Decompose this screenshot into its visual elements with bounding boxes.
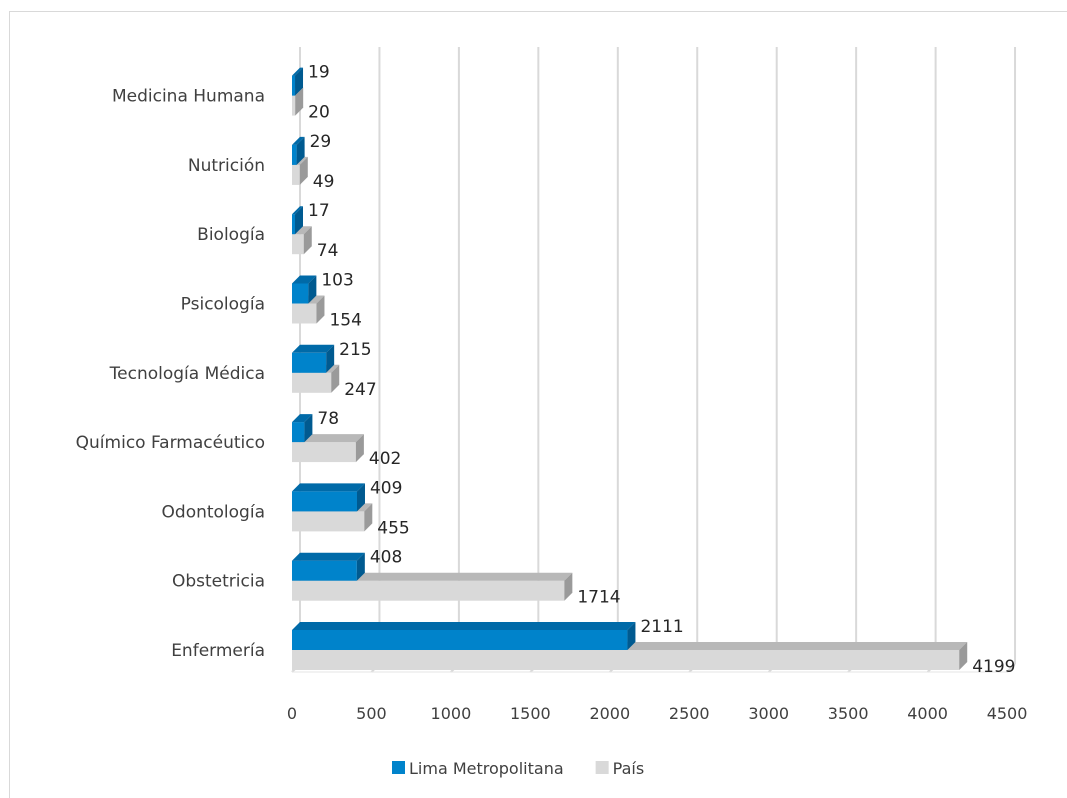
x-tick-label: 2500 xyxy=(669,704,710,723)
category-label: Químico Farmacéutico xyxy=(76,433,265,453)
bar-side xyxy=(627,622,636,650)
data-label: 74 xyxy=(317,241,339,261)
x-tick-label: 4000 xyxy=(907,704,948,723)
bar-front xyxy=(292,630,628,650)
bar-front xyxy=(292,214,295,235)
data-label: 78 xyxy=(317,409,339,429)
category-label: Tecnología Médica xyxy=(109,364,265,384)
data-label: 215 xyxy=(339,340,371,360)
x-tick-label: 0 xyxy=(287,704,297,723)
bar-front xyxy=(292,164,300,185)
bar-side xyxy=(959,642,968,670)
data-label: 154 xyxy=(329,311,361,331)
bar-front xyxy=(292,303,317,324)
data-label: 247 xyxy=(344,380,376,400)
bar-side xyxy=(364,503,373,532)
bar-side xyxy=(326,344,335,373)
bar-front xyxy=(292,95,296,116)
bar-side xyxy=(356,483,365,512)
bar-front xyxy=(292,75,296,96)
bar-front xyxy=(292,511,365,532)
data-label: 19 xyxy=(308,63,330,83)
bar-top xyxy=(292,414,313,423)
category-label: Medicina Humana xyxy=(112,87,265,107)
bar-side xyxy=(296,136,305,165)
bar-front xyxy=(292,580,565,601)
bar-side xyxy=(331,364,340,393)
data-label: 1714 xyxy=(577,588,620,608)
data-label: 103 xyxy=(321,271,353,291)
bar-top xyxy=(292,483,365,492)
category-label: Nutrición xyxy=(188,156,265,176)
bar-front xyxy=(292,491,357,512)
category-label: Enfermería xyxy=(171,641,265,661)
category-axis: Enfermería Obstetricia Odontología Químico … xyxy=(76,87,265,661)
category-label: Obstetricia xyxy=(172,572,265,592)
bar-side xyxy=(295,67,304,96)
category-label: Odontología xyxy=(162,502,265,522)
bar-side xyxy=(316,295,325,324)
data-label: 408 xyxy=(370,548,402,568)
bar-front xyxy=(292,144,297,165)
bar-side xyxy=(295,87,304,116)
x-tick-label: 3500 xyxy=(828,704,869,723)
bar-top xyxy=(292,67,304,76)
value-axis: 0 500 1000 1500 2000 2500 3000 3500 4000 4500 xyxy=(287,704,1028,723)
bar-side xyxy=(303,226,312,255)
data-label: 49 xyxy=(313,172,335,192)
bar-side xyxy=(356,552,365,581)
x-tick-label: 3000 xyxy=(748,704,789,723)
legend: Lima Metropolitana País xyxy=(392,759,644,778)
x-tick-label: 1000 xyxy=(431,704,472,723)
bars xyxy=(292,67,968,670)
bar-top xyxy=(292,622,636,630)
x-tick-label: 4500 xyxy=(987,704,1028,723)
data-label: 4199 xyxy=(972,657,1015,677)
bar-top xyxy=(292,552,365,561)
data-label: 409 xyxy=(370,478,402,498)
data-label: 2111 xyxy=(640,617,683,637)
bar-front xyxy=(292,422,305,443)
bar-top xyxy=(292,206,303,215)
chart-frame xyxy=(9,11,1067,798)
data-label: 29 xyxy=(310,132,332,152)
bar-top xyxy=(292,275,317,284)
data-label: 17 xyxy=(308,201,330,221)
x-tick-label: 2000 xyxy=(589,704,630,723)
bar-side xyxy=(308,275,317,304)
x-tick-label: 1500 xyxy=(510,704,551,723)
bar-side xyxy=(299,156,308,185)
bar-front xyxy=(292,234,304,255)
bar-top xyxy=(292,344,335,353)
bar-side xyxy=(295,206,303,235)
legend-swatch xyxy=(595,761,609,774)
bar-side xyxy=(304,414,313,443)
gridline-foot xyxy=(1006,663,1016,673)
bar-front xyxy=(292,352,327,373)
bar-front xyxy=(292,650,960,670)
bar-top xyxy=(292,136,305,145)
legend-swatch xyxy=(392,761,405,774)
category-label: Biología xyxy=(197,225,265,245)
bar-side xyxy=(564,572,573,601)
data-label: 20 xyxy=(308,103,330,123)
x-tick-label: 500 xyxy=(356,704,387,723)
category-label: Psicología xyxy=(181,295,265,315)
legend-label: País xyxy=(613,759,645,778)
bar-side xyxy=(355,434,364,463)
bar-front xyxy=(292,442,356,463)
bar-front xyxy=(292,283,309,304)
bar-front xyxy=(292,560,357,581)
bar-front xyxy=(292,372,332,393)
data-label: 455 xyxy=(377,518,409,538)
legend-label: Lima Metropolitana xyxy=(409,759,564,778)
data-label: 402 xyxy=(369,449,401,469)
